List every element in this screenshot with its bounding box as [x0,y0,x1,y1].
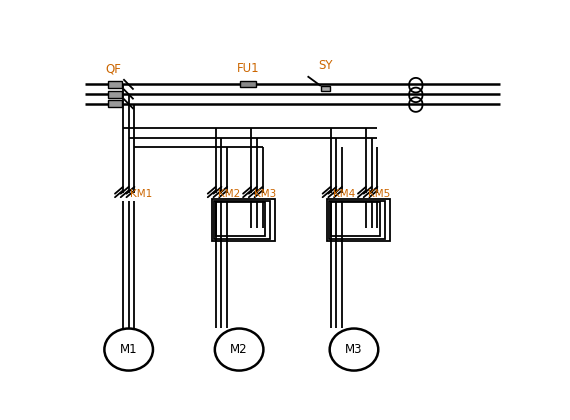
Bar [214,201,270,239]
Ellipse shape [215,328,263,370]
Bar [215,202,264,236]
Ellipse shape [329,328,378,370]
Ellipse shape [104,328,153,370]
Bar [211,200,275,241]
Text: KM2: KM2 [218,189,241,200]
Text: KM3: KM3 [254,189,276,200]
Text: KM5: KM5 [368,189,390,200]
Text: SY: SY [318,59,332,72]
Bar [108,100,123,108]
Text: M3: M3 [345,343,363,356]
Text: M2: M2 [230,343,248,356]
Text: KM4: KM4 [333,189,355,200]
Text: FU1: FU1 [237,62,259,75]
Bar [108,81,123,88]
Bar [327,200,390,241]
Bar [321,86,329,91]
Bar [328,201,385,239]
Bar [108,90,123,97]
Text: KM1: KM1 [130,189,152,200]
Text: M1: M1 [120,343,137,356]
Bar [239,81,256,87]
Bar [331,202,380,236]
Text: QF: QF [105,62,121,75]
